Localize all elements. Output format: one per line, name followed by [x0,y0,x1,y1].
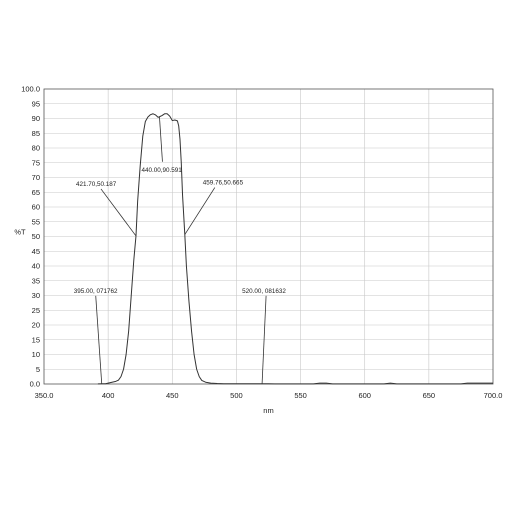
y-tick-label: 60 [32,203,40,212]
y-tick-label: 0.0 [30,380,40,389]
x-tick-label: 550 [294,391,307,400]
y-tick-label: 85 [32,129,40,138]
annotation-label: 440.00,90.591 [141,167,182,174]
x-tick-label: 500 [230,391,243,400]
annotation-leader [184,187,216,235]
y-tick-label: 10 [32,350,40,359]
y-tick-label: 40 [32,262,40,271]
annotation-leader [100,188,137,237]
x-tick-label: 650 [423,391,436,400]
x-tick-label: 400 [102,391,115,400]
y-axis-label: %T [14,228,26,237]
y-tick-label: 90 [32,114,40,123]
y-tick-label: 55 [32,217,40,226]
y-tick-label: 30 [32,291,40,300]
x-tick-label: 700.0 [484,391,503,400]
y-tick-label: 25 [32,306,40,315]
x-tick-label: 600 [358,391,371,400]
y-tick-label: 35 [32,276,40,285]
x-axis-label: nm [263,406,273,415]
x-tick-label: 450 [166,391,179,400]
y-tick-label: 65 [32,188,40,197]
y-tick-label: 50 [32,232,40,241]
annotation-label: 459.76,50.665 [203,180,244,187]
annotation-label: 520.00, 081632 [242,288,286,295]
annotation-label: 395.00, 071762 [74,288,118,295]
y-tick-label: 20 [32,321,40,330]
tick-labels: 0.0 5 10 15 20 25 30 35 40 45 50 55 60 65 70 75 80 85 90 95… [21,85,502,400]
y-tick-label: 100.0 [21,85,40,94]
x-tick-label: 350.0 [35,391,54,400]
y-tick-label: 70 [32,173,40,182]
y-tick-label: 15 [32,335,40,344]
series-line-0 [97,113,493,385]
annotation-leader [159,116,163,162]
y-tick-label: 95 [32,99,40,108]
annotation-leader [95,295,103,384]
series [97,113,493,385]
annotation-leader [261,295,267,384]
y-tick-label: 75 [32,158,40,167]
annotations: 395.00, 071762 421.70,50.187 440.00,90.591… [74,116,286,384]
annotation-label: 421.70,50.187 [76,181,117,188]
y-tick-label: 80 [32,144,40,153]
y-tick-label: 5 [36,365,40,374]
grid [44,89,493,384]
y-tick-label: 45 [32,247,40,256]
